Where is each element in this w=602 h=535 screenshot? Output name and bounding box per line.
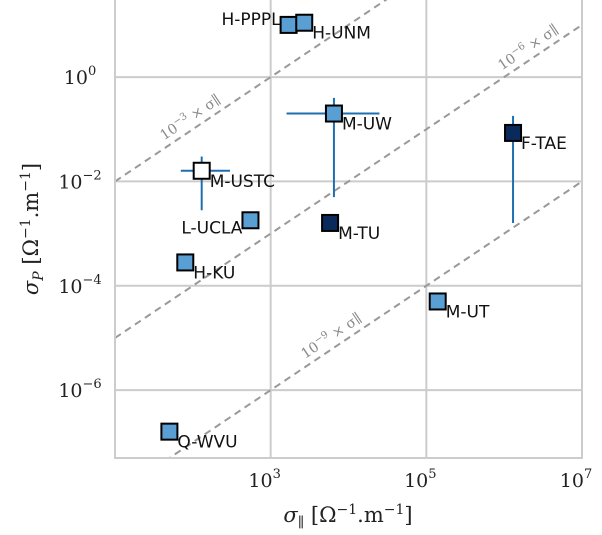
- marker-h-ku: [176, 253, 195, 272]
- x-tick-label: 107: [560, 467, 592, 492]
- label-q-wvu: Q-WVU: [177, 433, 237, 453]
- marker-m-ustc: [192, 161, 211, 180]
- y-tick-label: 10−4: [58, 273, 101, 298]
- y-tick-label: 10−2: [58, 168, 101, 193]
- x-tick-label: 103: [248, 467, 280, 492]
- label-h-ku: H-KU: [193, 263, 235, 283]
- reference-line-label: 10−9 × σ∥: [297, 309, 365, 363]
- label-m-ut: M-UT: [446, 302, 490, 322]
- y-tick-label: 10−6: [58, 377, 101, 402]
- label-h-unm: H-UNM: [312, 24, 371, 44]
- y-tick-label: 100: [64, 64, 96, 89]
- label-m-uw: M-UW: [342, 115, 392, 135]
- label-m-tu: M-TU: [338, 224, 380, 244]
- marker-m-tu: [321, 213, 340, 232]
- marker-h-pppl: [279, 15, 298, 34]
- x-axis-label: σ∥ [Ω−1.m−1]: [283, 502, 412, 531]
- label-l-ucla: L-UCLA: [181, 218, 242, 238]
- reference-line-label: 10−6 × σ∥: [494, 20, 562, 74]
- x-tick-labels: 103 105 107: [248, 467, 592, 492]
- data-markers: [160, 13, 523, 441]
- reference-line-3: [167, 180, 582, 458]
- marker-m-uw: [324, 104, 343, 123]
- plot-frame: [114, 0, 583, 459]
- label-h-pppl: H-PPPL: [221, 10, 281, 30]
- point-labels: H-PPPL H-UNM M-UW F-TAE M-USTC L-UCLA M-TU H-KU…: [177, 10, 566, 453]
- y-tick-labels: 100 10−2 10−4 10−6: [58, 64, 101, 402]
- label-f-tae: F-TAE: [521, 134, 567, 154]
- label-m-ustc: M-USTC: [210, 172, 275, 192]
- marker-l-ucla: [241, 211, 260, 230]
- reference-line-2: [115, 24, 582, 339]
- x-tick-label: 105: [404, 467, 436, 492]
- reference-lines: [115, 0, 582, 458]
- marker-f-tae: [504, 123, 523, 142]
- marker-q-wvu: [160, 422, 179, 441]
- reference-line-label: 10−3 × σ∥: [156, 90, 224, 144]
- marker-m-ut: [428, 292, 447, 311]
- y-axis-label: σP [Ω−1.m−1]: [18, 163, 47, 295]
- reference-line-1: [115, 0, 388, 183]
- marker-h-unm: [295, 13, 314, 32]
